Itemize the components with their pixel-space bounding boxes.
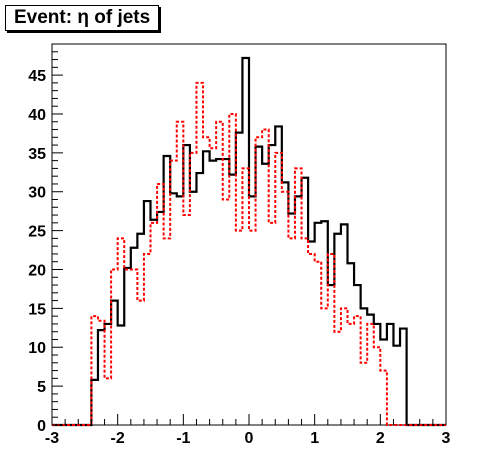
- series-layer: [52, 56, 446, 427]
- chart-title: Event: η of jets: [5, 5, 160, 31]
- x-tick-label: -3: [45, 430, 59, 447]
- y-tick-label: 40: [28, 107, 46, 124]
- y-tick-label: 20: [28, 262, 46, 279]
- x-tick-label: 0: [245, 430, 254, 447]
- y-tick-label: 15: [28, 301, 46, 318]
- y-tick-label: 30: [28, 185, 46, 202]
- y-tick-label: 0: [37, 418, 46, 435]
- y-tick-label: 10: [28, 340, 46, 357]
- y-tick-label: 25: [28, 224, 46, 241]
- x-tick-label: 1: [310, 430, 319, 447]
- y-tick-label: 45: [28, 68, 46, 85]
- series-line-2: [52, 81, 446, 426]
- axis-ticks: [51, 43, 447, 426]
- x-tick-label: 3: [442, 430, 451, 447]
- x-tick-label: 2: [376, 430, 385, 447]
- x-tick-label: -1: [176, 430, 190, 447]
- y-tick-label: 35: [28, 146, 46, 163]
- x-tick-label: -2: [111, 430, 125, 447]
- y-tick-label: 5: [37, 379, 46, 396]
- series-line-1: [52, 56, 446, 427]
